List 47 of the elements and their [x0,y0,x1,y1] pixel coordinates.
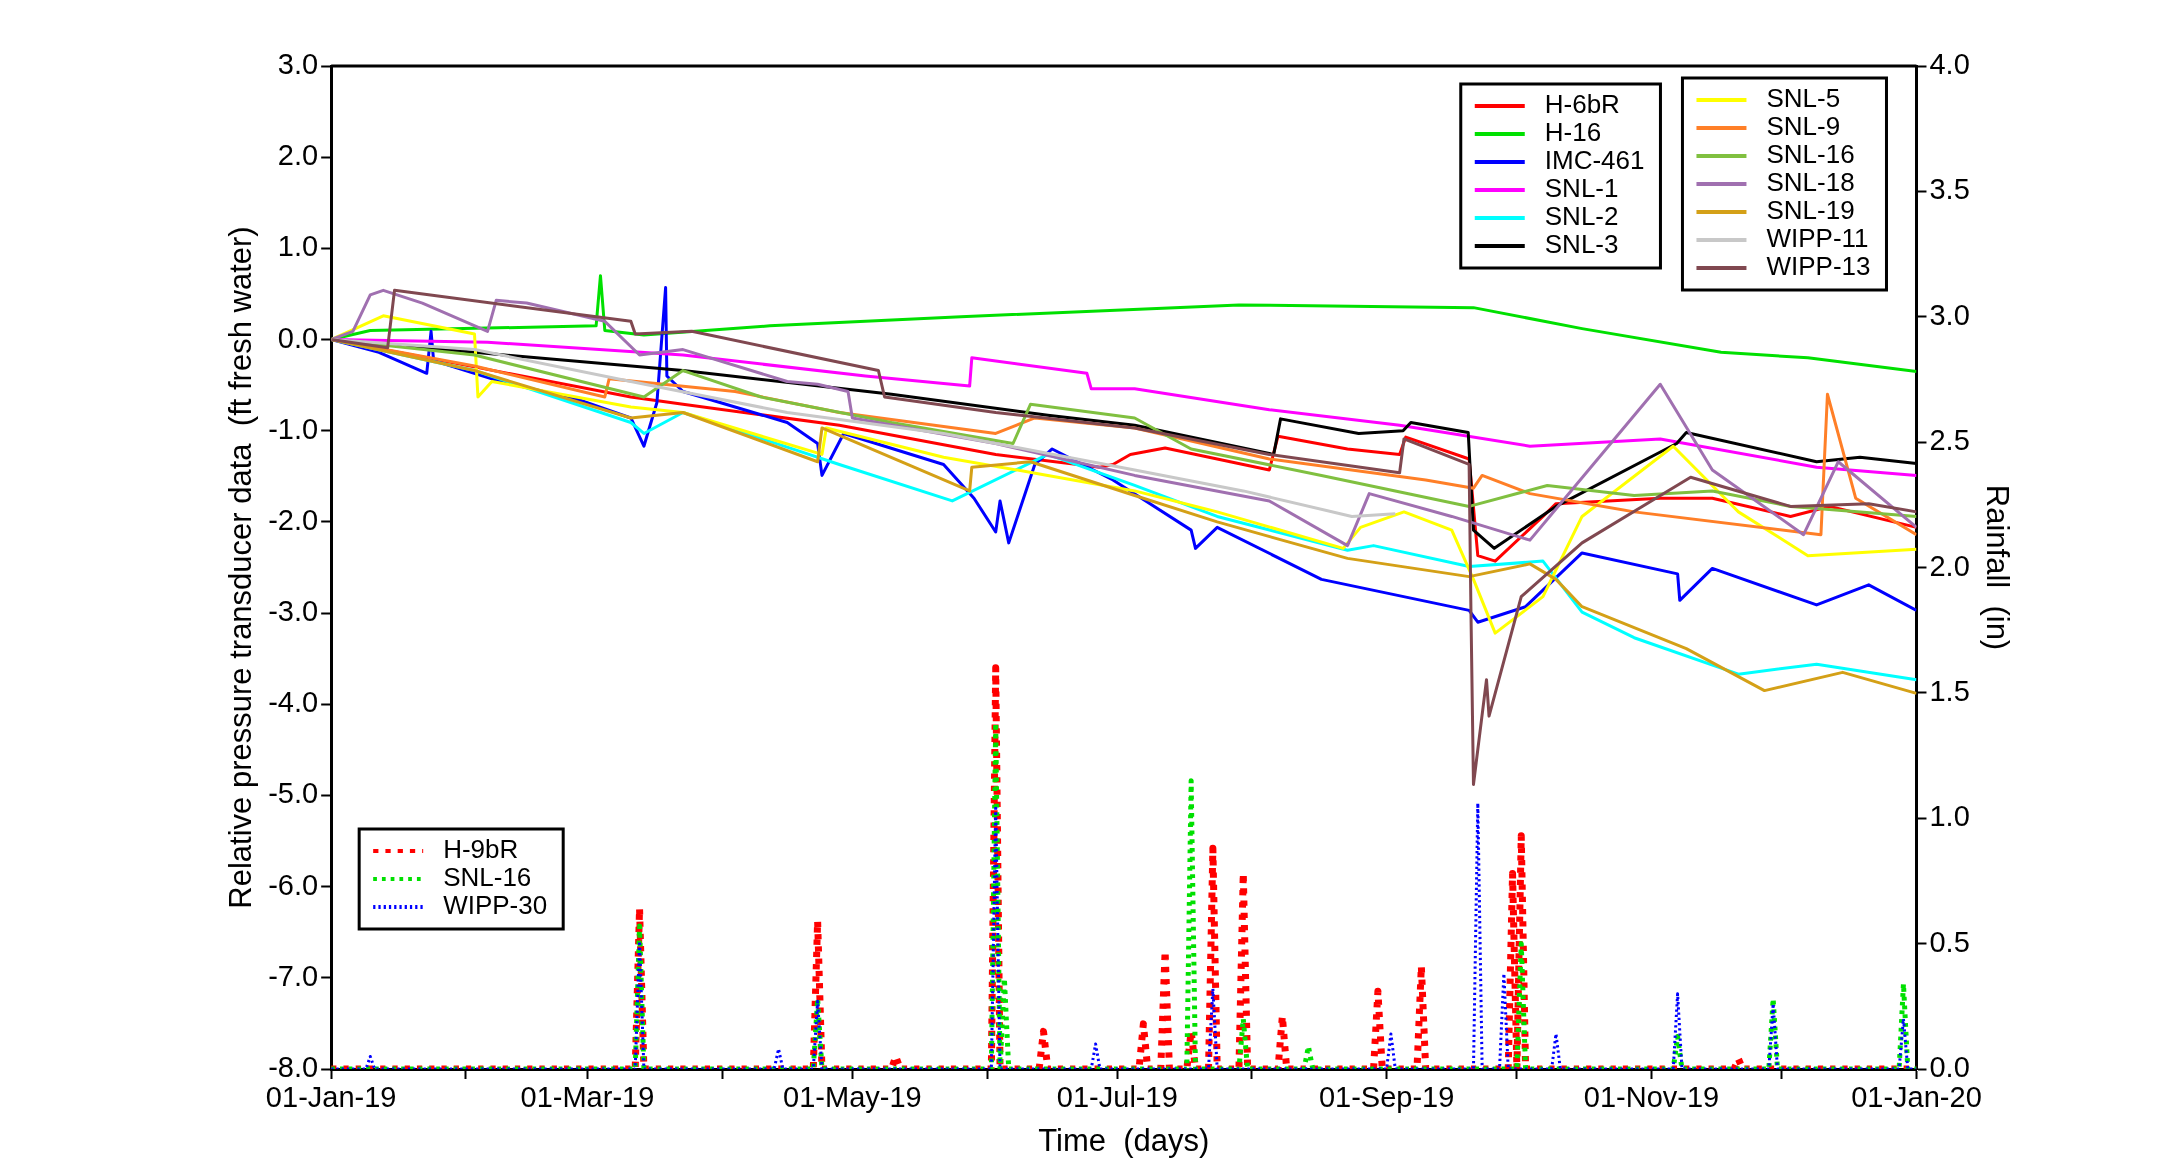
y2-tick-label: 0.5 [1929,925,1970,958]
legend-label: WIPP-13 [1766,251,1871,282]
legend-label: SNL-1 [1544,173,1619,204]
x-tick-label: 01-Jan-20 [1851,1081,1982,1114]
y2-tick-label: 4.0 [1929,48,1970,80]
legend-label: IMC-461 [1544,145,1645,176]
legend-label: H-6bR [1544,89,1620,120]
y-tick-label: -8.0 [268,1051,319,1083]
legend-label: SNL-16 [443,862,532,893]
x-tick-label: 01-Mar-19 [520,1081,655,1114]
y-tick-label: -2.0 [268,503,319,536]
x-tick-label: 01-Jul-19 [1056,1081,1178,1114]
legend-label: WIPP-30 [443,890,548,921]
y-tick-label: -1.0 [268,412,319,445]
y2-tick-label: 3.5 [1929,173,1970,206]
legend-label: H-16 [1544,117,1602,148]
y2-tick-label: 2.5 [1929,424,1970,457]
y2-axis-title: Rainfall (in) [1979,484,2015,651]
legend-label: H-9bR [443,834,519,865]
legend-label: SNL-3 [1544,229,1619,260]
y-tick-label: 3.0 [277,48,319,80]
y-tick-label: -5.0 [268,777,319,810]
y2-tick-label: 0.0 [1929,1051,1970,1083]
y2-tick-label: 3.0 [1929,298,1970,331]
x-tick-label: 01-Jan-19 [265,1081,397,1114]
y-tick-label: 1.0 [277,230,319,263]
x-tick-label: 01-Nov-19 [1583,1081,1720,1114]
y-tick-label: -6.0 [268,868,319,901]
y2-tick-label: 2.0 [1929,549,1970,582]
x-tick-label: 01-Sep-19 [1318,1081,1455,1114]
y-tick-label: 2.0 [277,139,319,172]
legend-label: SNL-9 [1766,111,1841,142]
legend-label: SNL-18 [1766,167,1855,198]
y-tick-label: -7.0 [268,959,319,992]
y-tick-label: 0.0 [277,321,319,354]
legend-label: SNL-16 [1766,139,1855,170]
x-axis-title: Time (days) [1038,1122,1210,1158]
y2-tick-label: 1.0 [1929,800,1970,833]
x-tick-label: 01-May-19 [783,1081,922,1114]
y-tick-label: -3.0 [268,595,319,628]
y2-tick-label: 1.5 [1929,674,1970,707]
y-axis-title: Relative pressure transducer data (ft fresh water) [223,226,259,909]
y-tick-label: -4.0 [268,686,319,719]
legend-label: SNL-2 [1544,201,1619,232]
legend-label: SNL-19 [1766,195,1855,226]
legend-label: WIPP-11 [1766,223,1869,254]
legend-label: SNL-5 [1766,83,1841,114]
